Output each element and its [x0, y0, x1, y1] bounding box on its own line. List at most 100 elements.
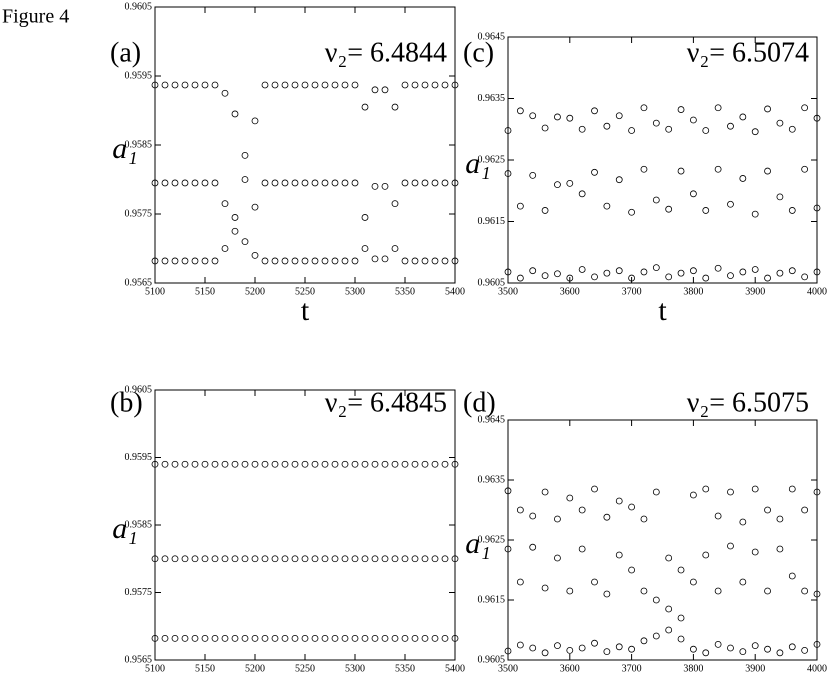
x-tick-label: 3700	[622, 286, 642, 297]
data-point	[401, 257, 409, 265]
data-point	[640, 587, 648, 595]
y-tick-label: 0.9615	[478, 216, 506, 227]
x-tick-label: 3800	[683, 663, 703, 674]
data-point	[566, 647, 574, 654]
data-point	[181, 81, 189, 89]
y-tick-label: 0.9645	[478, 414, 506, 425]
data-point	[251, 555, 259, 563]
data-point	[751, 210, 759, 218]
data-point	[201, 555, 209, 563]
data-point	[221, 245, 229, 252]
data-point	[381, 555, 389, 563]
data-point	[241, 555, 249, 563]
data-point	[739, 268, 747, 276]
data-point	[690, 267, 697, 275]
annotation: ν₂= 6.4844	[325, 37, 447, 68]
data-point	[702, 207, 710, 214]
data-point	[788, 207, 796, 214]
data-point	[221, 200, 229, 208]
data-point	[361, 555, 369, 563]
data-point	[371, 635, 379, 642]
data-point	[788, 125, 796, 133]
data-point	[554, 515, 561, 523]
y-tick-label: 0.9595	[125, 70, 153, 81]
data-point	[591, 273, 598, 281]
data-point	[566, 587, 574, 595]
annotation: ν₂= 6.5074	[687, 37, 809, 68]
data-point	[516, 578, 524, 586]
x-axis-label: t	[658, 671, 667, 676]
y-tick-label: 0.9625	[478, 154, 506, 165]
data-point	[151, 257, 159, 265]
panel-label: (a)	[110, 37, 141, 68]
data-point	[281, 555, 289, 563]
data-point	[603, 122, 611, 130]
data-point	[391, 635, 399, 642]
data-point	[628, 566, 635, 574]
data-point	[291, 555, 299, 563]
data-point	[813, 114, 821, 122]
data-point	[211, 179, 219, 187]
data-point	[191, 635, 199, 642]
data-point	[401, 81, 409, 89]
data-point	[381, 86, 389, 94]
data-point	[421, 81, 429, 89]
data-point	[813, 204, 821, 212]
data-point	[401, 555, 409, 563]
data-point	[554, 181, 561, 189]
data-point	[311, 179, 319, 187]
plot-frame	[507, 419, 818, 661]
data-point	[421, 257, 429, 265]
x-tick-label: 3800	[683, 286, 703, 297]
figure-label: Figure 4	[2, 6, 69, 28]
data-point	[171, 179, 179, 187]
data-point	[702, 274, 710, 282]
data-point	[652, 632, 660, 640]
x-tick-label: 5100	[145, 663, 165, 674]
panel-label: (b)	[110, 387, 143, 418]
data-point	[281, 635, 289, 642]
data-point	[554, 554, 561, 562]
x-tick-label: 5300	[345, 286, 365, 297]
data-point	[727, 644, 734, 652]
data-point	[221, 555, 229, 563]
data-point	[739, 578, 747, 586]
data-point	[261, 635, 269, 642]
data-point	[351, 635, 359, 642]
data-point	[504, 647, 512, 655]
data-point	[665, 125, 673, 133]
data-point	[441, 555, 449, 563]
data-point	[151, 179, 159, 187]
data-point	[191, 555, 199, 563]
data-point	[231, 227, 239, 235]
data-point	[301, 257, 309, 265]
data-point	[690, 190, 697, 198]
data-point	[727, 488, 734, 496]
data-point	[161, 555, 169, 563]
data-point	[211, 460, 219, 468]
data-point	[677, 106, 685, 113]
data-point	[776, 649, 784, 657]
data-point	[361, 103, 369, 111]
plot-frame	[507, 36, 818, 284]
data-point	[690, 645, 697, 653]
y-tick-label: 0.9615	[478, 594, 506, 605]
data-point	[764, 105, 771, 113]
y-tick-label: 0.9635	[478, 474, 506, 485]
data-point	[281, 81, 289, 89]
data-point	[161, 460, 169, 468]
data-point	[591, 639, 598, 647]
data-point	[615, 497, 623, 505]
data-point	[813, 268, 821, 276]
data-point	[751, 128, 759, 136]
data-point	[251, 251, 259, 259]
data-point	[665, 605, 673, 613]
data-point	[351, 257, 359, 265]
data-point	[311, 81, 319, 89]
data-point	[351, 460, 359, 468]
data-point	[813, 488, 821, 496]
y-tick-label: 0.9605	[478, 277, 506, 288]
panel-label: (c)	[463, 37, 494, 68]
data-point	[652, 196, 660, 204]
